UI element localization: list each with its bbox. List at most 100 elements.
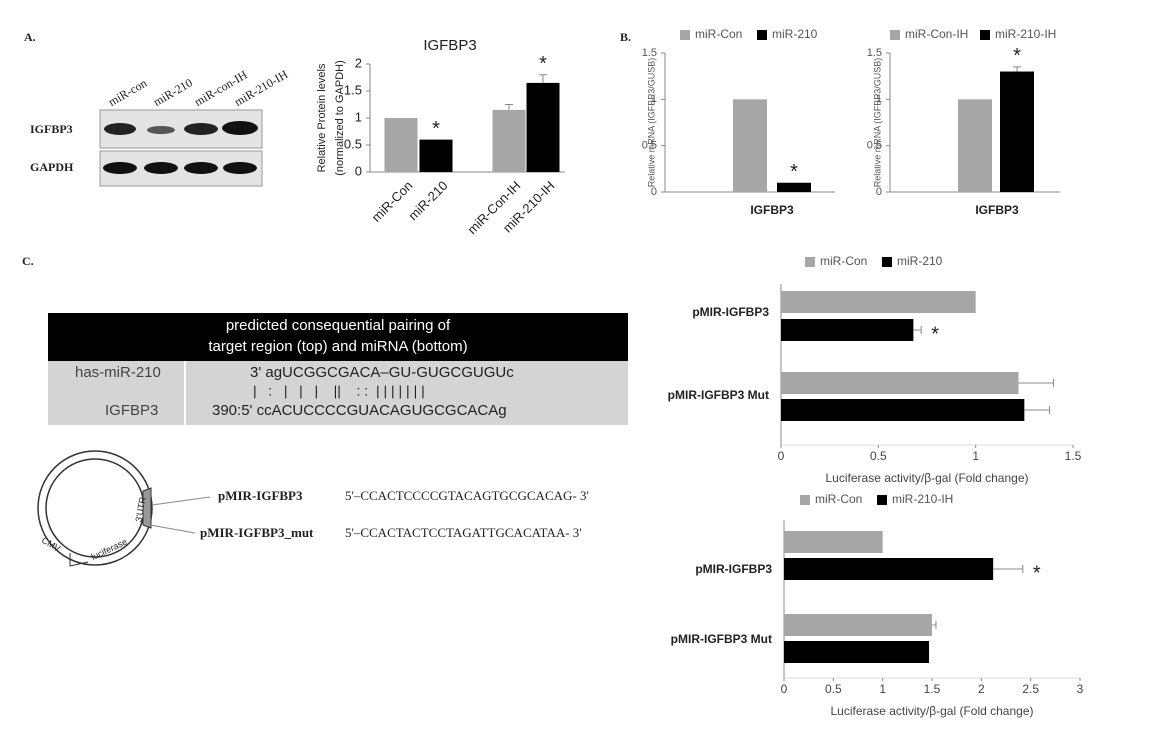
plasmid: 3'UTR luciferase CMV — [37, 450, 211, 567]
legend-label: miR-Con — [695, 27, 742, 41]
mirna-name: has-miR-210 — [75, 364, 161, 381]
plasmid-label: CMV — [40, 535, 62, 554]
y-tick-label: 1.5 — [344, 82, 362, 97]
table-header-text: target region (top) and miRNA (bottom) — [208, 338, 467, 355]
band — [222, 121, 258, 135]
y-axis-label: Relative mRNA (IGFBP3/GUSB) — [872, 58, 882, 188]
blot-lane-label: miR-con — [106, 76, 149, 109]
x-tick-label: 0 — [778, 449, 785, 463]
y-tick-label: pMIR-IGFBP3 — [695, 562, 772, 576]
bar — [777, 182, 811, 192]
legend-label: miR-210 — [772, 27, 818, 41]
construct-sequence: 5'–CCACTACTCCTAGATTGCACATAA- 3' — [345, 525, 582, 540]
error-bar — [1024, 406, 1051, 414]
x-tick-label: IGFBP3 — [975, 203, 1019, 217]
y-tick-label: 0.5 — [867, 140, 882, 152]
plasmid-label: 3'UTR — [133, 496, 147, 523]
error-bar — [505, 104, 513, 110]
significance-star: * — [790, 161, 798, 183]
y-tick-label: 0 — [876, 186, 882, 198]
x-tick-label: 1.5 — [924, 682, 941, 696]
bar — [784, 531, 883, 553]
y-tick-label: 1 — [876, 93, 882, 105]
x-axis-label: Luciferase activity/β-gal (Fold change) — [831, 704, 1034, 718]
y-axis-label: Relative Protein levels — [316, 63, 328, 172]
bar — [733, 99, 767, 192]
table-header — [48, 313, 628, 361]
plasmid-outer — [37, 450, 153, 566]
x-tick-label: miR-Con — [369, 178, 416, 225]
y-tick-label: 1.5 — [642, 47, 657, 59]
error-bar — [932, 621, 937, 629]
bar — [781, 319, 914, 341]
y-tick-label: pMIR-IGFBP3 Mut — [668, 388, 769, 402]
y-tick-label: pMIR-IGFBP3 — [692, 305, 769, 319]
y-tick-label: 0.5 — [344, 136, 362, 151]
blot: IGFBP3 GAPDH miR-con miR-210 miR-con-IH … — [30, 67, 291, 187]
bar — [384, 118, 418, 172]
target-name: IGFBP3 — [105, 402, 158, 419]
bar — [784, 641, 930, 663]
y-axis-label: (normalized to GAPDH) — [334, 60, 346, 176]
promoter-arrow — [69, 553, 89, 567]
x-tick-label: 2.5 — [1022, 682, 1039, 696]
significance-star: * — [1013, 45, 1021, 67]
legend-swatch — [805, 257, 815, 267]
significance-star: * — [931, 323, 939, 345]
target-sequence: 390:5' ccACUCCCCGUACAGUGCGCACAg — [212, 402, 507, 419]
legend-label: miR-210 — [897, 254, 943, 268]
legend-swatch — [757, 30, 767, 40]
bar — [958, 99, 992, 192]
bar — [781, 399, 1025, 421]
y-tick-label: 0 — [355, 163, 362, 178]
legend-swatch — [882, 257, 892, 267]
blot-row-label: IGFBP3 — [30, 122, 73, 136]
bar — [526, 82, 560, 172]
band — [103, 162, 137, 174]
band — [184, 123, 218, 135]
legend-swatch — [890, 30, 900, 40]
bar — [784, 558, 994, 580]
y-tick-label: pMIR-IGFBP3 Mut — [671, 632, 772, 646]
x-tick-label: 1 — [879, 682, 886, 696]
band — [104, 123, 136, 135]
x-tick-label: 0.5 — [825, 682, 842, 696]
significance-star: * — [432, 118, 440, 140]
panel-label: B. — [620, 30, 631, 44]
legend-label: miR-210-IH — [995, 27, 1056, 41]
panel-label: C. — [22, 254, 34, 268]
bar — [1000, 71, 1034, 192]
y-tick-label: 0 — [651, 186, 657, 198]
legend-swatch — [980, 30, 990, 40]
error-bar — [1013, 66, 1021, 72]
construct-sequence: 5'–CCACTCCCCGTACAGTGCGCACAG- 3' — [345, 488, 589, 503]
x-tick-label: 1 — [972, 449, 979, 463]
significance-star: * — [539, 53, 547, 75]
bar — [784, 614, 932, 636]
panel-label: A. — [24, 30, 36, 44]
error-bar — [993, 565, 1024, 573]
y-tick-label: 0.5 — [642, 140, 657, 152]
table-header-text: predicted consequential pairing of — [226, 317, 451, 334]
y-axis-label: Relative mRNA (IGFBP3/GUSB) — [646, 58, 656, 188]
blot-lane-label: miR-210 — [151, 76, 195, 109]
plasmid-inner — [45, 458, 145, 558]
construct-name: pMIR-IGFBP3 — [218, 488, 303, 503]
error-bar — [913, 326, 922, 334]
error-bar — [1018, 379, 1055, 387]
legend-swatch — [680, 30, 690, 40]
bar — [419, 139, 453, 172]
legend-swatch — [877, 495, 887, 505]
x-tick-label: 0 — [781, 682, 788, 696]
band — [147, 126, 175, 134]
y-tick-label: 2 — [355, 55, 362, 70]
y-tick-label: 1 — [651, 93, 657, 105]
bar — [781, 372, 1019, 394]
y-tick-label: 1.5 — [867, 47, 882, 59]
legend-label: miR-210-IH — [892, 492, 953, 506]
bar — [492, 109, 526, 172]
band — [184, 162, 218, 174]
legend-label: miR-Con — [815, 492, 862, 506]
x-tick-label: IGFBP3 — [750, 203, 794, 217]
